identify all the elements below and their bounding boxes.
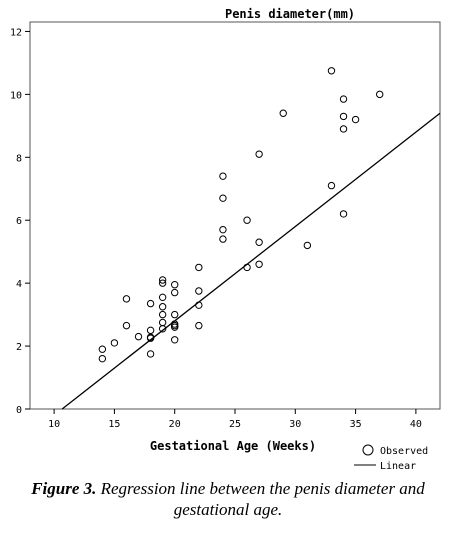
x-tick-label: 40 — [410, 419, 422, 430]
data-point — [171, 310, 179, 319]
data-point — [255, 150, 263, 158]
data-point — [339, 112, 348, 121]
data-point — [195, 301, 203, 309]
data-point — [146, 299, 155, 308]
data-point — [122, 295, 131, 303]
data-point — [122, 321, 131, 330]
data-point — [339, 125, 348, 133]
data-point — [146, 333, 155, 341]
data-point — [351, 115, 360, 124]
data-point — [255, 238, 263, 246]
scatter-chart: Penis diameter(mm) Gestational Age (Week… — [0, 0, 456, 475]
figure-caption-label: Figure 3. — [31, 479, 97, 498]
legend-observed-marker — [362, 444, 374, 456]
data-point — [339, 95, 348, 103]
data-point — [327, 67, 336, 75]
data-point — [158, 325, 167, 333]
data-point — [158, 303, 167, 311]
data-point — [171, 321, 179, 330]
x-axis-label: Gestational Age (Weeks) — [150, 439, 316, 453]
figure-caption-text-line-1: Regression line between the penis diamet… — [96, 479, 425, 498]
y-tick-label: 6 — [16, 216, 22, 227]
legend-observed-label: Observed — [380, 446, 428, 457]
regression-line-group — [61, 112, 441, 410]
x-tick-label: 35 — [350, 419, 362, 430]
figure-caption-text-line-2: gestational age. — [173, 500, 283, 519]
data-point — [195, 263, 203, 272]
data-point — [146, 350, 155, 358]
data-point — [158, 293, 167, 302]
data-point — [376, 90, 384, 99]
data-point — [171, 288, 179, 297]
data-point — [110, 339, 119, 347]
data-point — [339, 210, 348, 218]
data-point — [219, 172, 227, 180]
x-tick-label: 25 — [229, 419, 241, 430]
data-point — [171, 336, 179, 344]
data-point — [158, 276, 167, 284]
legend-linear-label: Linear — [380, 461, 416, 472]
data-point — [158, 310, 167, 319]
chart-background — [0, 0, 456, 475]
data-point — [195, 321, 203, 330]
data-point — [327, 181, 336, 190]
y-tick-label: 8 — [16, 153, 22, 164]
x-tick-label: 10 — [48, 419, 60, 430]
data-point — [255, 260, 263, 268]
data-point — [243, 263, 251, 272]
data-point — [303, 241, 312, 250]
y-tick-label: 4 — [16, 279, 22, 290]
y-tick-label: 10 — [10, 90, 22, 101]
observed-points — [98, 67, 384, 363]
y-axis-ticks: 0 2 4 6 8 10 12 — [10, 27, 30, 416]
data-point — [279, 109, 287, 117]
data-point — [219, 225, 227, 234]
x-tick-label: 30 — [289, 419, 301, 430]
data-point — [146, 326, 155, 335]
x-tick-label: 15 — [108, 419, 120, 430]
data-point — [158, 279, 167, 287]
y-tick-label: 0 — [16, 405, 22, 416]
data-point — [219, 235, 227, 243]
regression-line — [61, 112, 441, 410]
y-tick-label: 12 — [10, 27, 22, 38]
data-point — [171, 281, 179, 289]
data-point — [243, 216, 251, 224]
x-axis-ticks: 10 15 20 25 30 35 40 — [48, 409, 422, 430]
chart-title: Penis diameter(mm) — [225, 7, 355, 21]
data-point — [98, 354, 107, 363]
y-tick-label: 2 — [16, 342, 22, 353]
legend: Observed Linear — [354, 444, 428, 472]
data-point — [134, 332, 143, 341]
data-point — [195, 287, 203, 295]
data-point — [98, 345, 107, 353]
data-point — [219, 194, 227, 202]
x-tick-label: 20 — [169, 419, 181, 430]
figure-caption: Figure 3. Regression line between the pe… — [0, 478, 456, 520]
